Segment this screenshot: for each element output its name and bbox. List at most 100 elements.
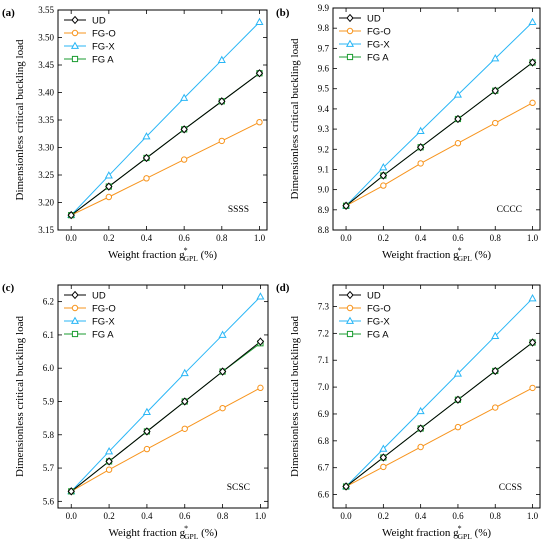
legend-marker <box>71 330 79 338</box>
x-tick-label: 0.6 <box>179 511 191 521</box>
y-tick-label: 6.8 <box>318 436 330 446</box>
legend-label: FG-O <box>92 29 116 40</box>
y-tick-label: 9.5 <box>318 84 330 94</box>
x-tick-label: 0.8 <box>490 511 502 521</box>
x-axis-label: Weight fraction g* GPL (%) <box>108 524 217 541</box>
legend-entry: FG A <box>64 55 114 66</box>
data-point <box>453 90 462 98</box>
data-point <box>529 99 536 107</box>
y-tick-label: 3.50 <box>38 33 54 43</box>
data-point <box>454 114 462 124</box>
data-point <box>180 156 188 163</box>
y-tick-label: 9.8 <box>318 23 330 33</box>
data-point <box>67 210 75 220</box>
x-axis-label-sub: GPL <box>184 254 199 263</box>
legend-marker <box>345 39 355 47</box>
series-line-fg-x <box>345 298 533 487</box>
y-tick-label: 6.9 <box>318 409 330 419</box>
legend-label: UD <box>92 291 106 302</box>
x-axis-label-sup: * <box>458 524 462 533</box>
data-point <box>256 292 265 300</box>
legend-label: FG-O <box>367 304 391 315</box>
data-point <box>528 17 537 26</box>
legend-entry: FG-O <box>64 29 116 40</box>
y-tick-label: 5.6 <box>43 496 55 506</box>
y-tick-label: 9.3 <box>318 124 330 134</box>
data-point <box>379 163 388 171</box>
legend-label: FG-X <box>92 42 115 53</box>
data-point <box>143 445 151 453</box>
legend-label: FG-O <box>367 27 391 38</box>
legend-label: UD <box>92 16 106 27</box>
chart-panel-2: 0.0 0.2 0.4 0.6 0.8 1.0 8.8 8.9 9.0 9.1 9.2 9.3 9.4 9… <box>276 3 541 263</box>
data-point <box>528 58 537 67</box>
data-point <box>342 482 350 491</box>
y-tick-label: 6.2 <box>43 297 54 307</box>
data-point <box>104 171 113 179</box>
data-point <box>256 337 265 346</box>
y-tick-label: 3.55 <box>38 5 54 15</box>
data-point <box>342 201 350 210</box>
data-point <box>105 193 113 201</box>
legend-entry: FG-O <box>339 27 391 38</box>
case-label: SCSC <box>227 483 250 493</box>
legend-entry: UD <box>339 291 381 302</box>
y-tick-label: 9.0 <box>318 185 330 195</box>
series-line-fg-o <box>70 387 261 492</box>
series-line-fg-o <box>345 387 533 487</box>
x-tick-label: 1.0 <box>254 233 266 243</box>
y-tick-label: 5.9 <box>43 396 55 406</box>
panel-label: (a) <box>2 7 15 19</box>
y-tick-label: 7.0 <box>318 382 330 392</box>
x-tick-label: 0.8 <box>490 233 502 243</box>
y-tick-label: 3.45 <box>38 60 54 70</box>
x-axis-label-sub: GPL <box>458 532 473 541</box>
x-tick-label: 0.6 <box>452 511 464 521</box>
data-point <box>105 457 113 466</box>
legend-marker <box>71 55 79 63</box>
data-point <box>379 444 388 452</box>
data-point <box>416 126 425 135</box>
data-point <box>105 466 113 473</box>
legend-marker <box>346 330 354 338</box>
data-point <box>218 137 226 145</box>
x-axis-label-main: Weight fraction g <box>108 249 185 261</box>
y-tick-label: 9.9 <box>318 3 330 13</box>
legend-label: FG-X <box>367 317 390 328</box>
chart-panel-4: 0.0 0.2 0.4 0.6 0.8 1.0 6.6 6.7 6.8 6.9 7.0 7.1 7.2 7… <box>276 282 541 541</box>
data-point <box>217 55 226 63</box>
y-axis-label: Dimensionless critical buckling load <box>289 316 301 477</box>
x-tick-label: 0.2 <box>378 511 389 521</box>
legend-label: UD <box>367 291 381 302</box>
legend-label: FG-O <box>92 304 116 315</box>
x-axis-label-unit: (%) <box>198 527 218 539</box>
series-line-ud <box>345 342 533 487</box>
x-tick-label: 0.2 <box>378 233 389 243</box>
data-point <box>181 397 189 406</box>
x-tick-label: 0.4 <box>141 233 153 243</box>
data-point <box>453 369 462 377</box>
data-point <box>143 427 151 436</box>
y-tick-label: 9.2 <box>318 144 329 154</box>
legend-marker <box>346 53 354 61</box>
y-tick-label: 9.6 <box>318 64 330 74</box>
legend-marker <box>346 27 354 35</box>
x-axis-label-sub: GPL <box>458 254 473 263</box>
x-axis-label: Weight fraction g* GPL (%) <box>382 246 491 263</box>
x-axis-label: Weight fraction g* GPL (%) <box>382 524 491 541</box>
y-tick-label: 6.1 <box>43 330 54 340</box>
y-tick-label: 3.25 <box>38 170 54 180</box>
legend-label: FG-X <box>367 40 390 51</box>
data-point <box>218 330 227 338</box>
legend-marker <box>71 29 79 37</box>
data-point <box>491 54 500 62</box>
data-point <box>416 406 425 415</box>
series-line-ud <box>70 341 261 492</box>
x-axis-label-sup: * <box>458 246 462 255</box>
x-tick-label: 0.2 <box>103 233 114 243</box>
data-point <box>491 331 500 339</box>
data-point <box>257 384 264 392</box>
y-tick-label: 9.4 <box>318 104 330 114</box>
data-point <box>528 293 537 302</box>
legend-entry: UD <box>339 14 381 25</box>
